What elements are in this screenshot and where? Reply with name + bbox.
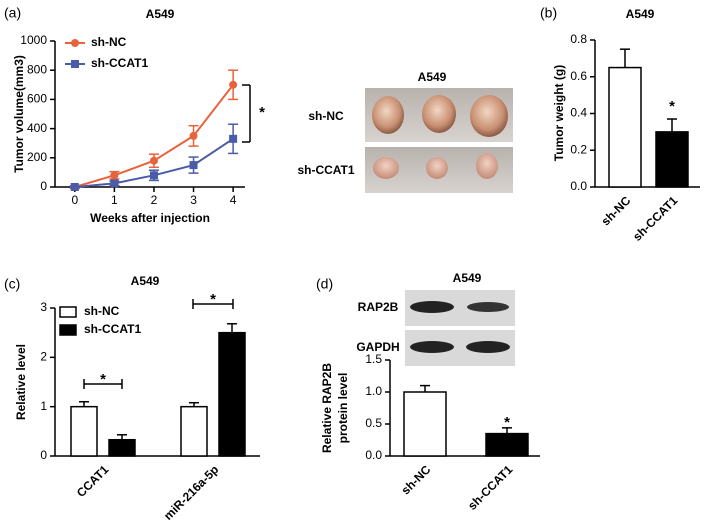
panel-label: (a) <box>4 5 21 21</box>
x-axis-label: Weeks after injection <box>90 211 210 225</box>
point <box>110 179 119 188</box>
bar <box>655 131 689 188</box>
chart-title: A549 <box>146 7 175 21</box>
x-tick-label: 4 <box>230 193 237 207</box>
x-tick-label: miR-216a-5p <box>161 462 221 522</box>
panel-label: (c) <box>4 276 20 292</box>
y-tick-label: 0.6 <box>570 69 587 83</box>
tumor-photo <box>365 88 513 193</box>
point <box>149 156 158 165</box>
legend-marker <box>71 60 79 68</box>
y-tick-label: 400 <box>27 121 47 135</box>
y-axis-label: protein level <box>336 373 350 444</box>
y-tick-label: 0 <box>40 179 47 193</box>
legend-marker <box>71 39 79 47</box>
bar <box>180 405 208 457</box>
panel-label: (d) <box>316 276 333 292</box>
y-tick-label: 0 <box>40 448 47 462</box>
y-tick-label: 1000 <box>20 33 47 47</box>
photo-row-label: sh-CCAT1 <box>297 163 354 177</box>
error-bar <box>667 118 677 132</box>
significance-star: * <box>504 414 510 431</box>
point <box>70 183 79 191</box>
y-tick-label: 800 <box>27 62 47 76</box>
legend-swatch <box>59 306 77 318</box>
error-bar <box>227 323 237 333</box>
error-bar <box>79 400 89 407</box>
x-tick-label: CCAT1 <box>74 462 112 500</box>
error-bar <box>117 434 127 440</box>
point <box>149 171 158 180</box>
y-tick-label: 3 <box>40 300 47 314</box>
significance-star: * <box>669 98 675 115</box>
error-bar <box>620 48 630 68</box>
x-tick-label: 0 <box>71 193 78 207</box>
point <box>189 131 198 140</box>
significance-star: * <box>210 291 216 308</box>
photo-row-label: sh-NC <box>308 109 344 123</box>
y-tick-label: 1 <box>40 399 47 413</box>
legend-label: sh-NC <box>84 304 120 318</box>
y-tick-label: 0.5 <box>365 416 382 430</box>
x-tick-label: sh-CCAT1 <box>630 193 681 244</box>
x-tick-label: sh-NC <box>398 462 433 497</box>
photo-title: A549 <box>418 70 447 84</box>
legend-label: sh-CCAT1 <box>84 322 141 336</box>
y-tick-label: 0.0 <box>365 448 382 462</box>
y-axis-label: Relative RAP2B <box>320 363 334 453</box>
y-tick-label: 0.8 <box>570 32 587 46</box>
x-tick-label: 2 <box>151 193 158 207</box>
blot-label: RAP2B <box>358 300 399 314</box>
legend-label: sh-NC <box>91 35 127 49</box>
y-axis-label: Relative level <box>14 344 28 420</box>
significance-star: * <box>100 371 106 388</box>
y-tick-label: 0.2 <box>570 142 587 156</box>
chart-title: A549 <box>131 274 160 288</box>
legend-label: sh-CCAT1 <box>91 56 148 70</box>
y-tick-label: 0.4 <box>570 106 587 120</box>
y-tick-label: 1.5 <box>365 352 382 366</box>
chart-title: A549 <box>626 7 655 21</box>
y-tick-label: 2 <box>40 350 47 364</box>
y-tick-label: 600 <box>27 92 47 106</box>
point <box>189 161 198 170</box>
y-tick-label: 1.0 <box>365 384 382 398</box>
bar <box>403 391 447 457</box>
bar <box>485 432 529 457</box>
x-tick-label: 1 <box>111 193 118 207</box>
bar <box>218 331 246 457</box>
y-axis-label: Tumor weight (g) <box>552 65 566 161</box>
point <box>229 80 238 89</box>
point <box>229 134 238 143</box>
x-tick-label: sh-NC <box>598 193 633 228</box>
error-bar <box>502 427 512 434</box>
chart-title: A549 <box>453 271 482 285</box>
bar <box>608 66 642 188</box>
western-blot <box>405 290 515 366</box>
legend-swatch <box>59 324 77 336</box>
blot-label: GAPDH <box>356 340 399 354</box>
panel-label: (b) <box>540 5 557 21</box>
significance-star: * <box>259 104 265 121</box>
bar <box>70 405 98 457</box>
y-tick-label: 0.0 <box>570 179 587 193</box>
point <box>110 171 119 180</box>
error-bar <box>420 384 430 392</box>
x-tick-label: sh-CCAT1 <box>465 462 516 513</box>
x-tick-label: 3 <box>190 193 197 207</box>
y-tick-label: 200 <box>27 150 47 164</box>
y-axis-label: Tumor volume(mm3) <box>12 55 26 173</box>
bar <box>108 438 136 457</box>
